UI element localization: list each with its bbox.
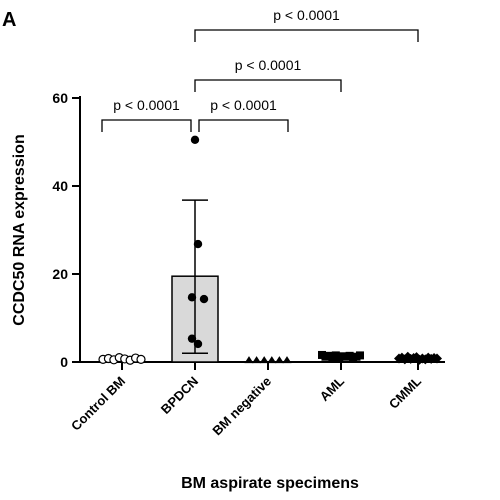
data-point <box>259 356 269 364</box>
data-point <box>136 354 146 364</box>
panel-label: A <box>2 9 16 31</box>
x-tick-label: AML <box>317 373 348 404</box>
data-point <box>187 293 197 302</box>
data-point <box>356 351 364 360</box>
y-tick-label: 60 <box>52 90 68 106</box>
data-point <box>199 294 209 304</box>
y-axis-title: CCDC50 RNA expression <box>11 134 28 325</box>
x-tick-label: BPDCN <box>158 374 201 417</box>
y-tick-label: 20 <box>52 266 68 282</box>
data-point <box>267 356 277 364</box>
data-point <box>190 135 200 144</box>
data-point <box>432 353 442 364</box>
y-tick-label: 40 <box>52 178 68 194</box>
significance-bracket <box>194 29 419 42</box>
x-tick-label: BM negative <box>209 374 274 439</box>
significance-bracket <box>194 79 342 92</box>
data-point <box>252 356 262 364</box>
data-point <box>187 334 197 343</box>
significance-label: p < 0.0001 <box>113 97 180 113</box>
x-tick-label: Control BM <box>68 374 128 434</box>
data-point <box>282 356 292 364</box>
data-point <box>274 356 284 364</box>
plot-area: 0 20 40 60 Control BM BPDCN BM negative AML CMML… <box>52 7 445 438</box>
y-tick-label: 0 <box>60 354 68 370</box>
data-point <box>193 239 203 249</box>
data-point <box>244 356 254 364</box>
x-tick-label: CMML <box>386 373 424 411</box>
x-axis-title: BM aspirate specimens <box>181 475 359 492</box>
significance-label: p < 0.0001 <box>210 97 277 113</box>
significance-label: p < 0.0001 <box>235 57 302 73</box>
significance-label: p < 0.0001 <box>273 7 340 23</box>
significance-bracket <box>198 119 289 132</box>
data-point <box>193 339 203 349</box>
significance-bracket <box>101 119 192 132</box>
